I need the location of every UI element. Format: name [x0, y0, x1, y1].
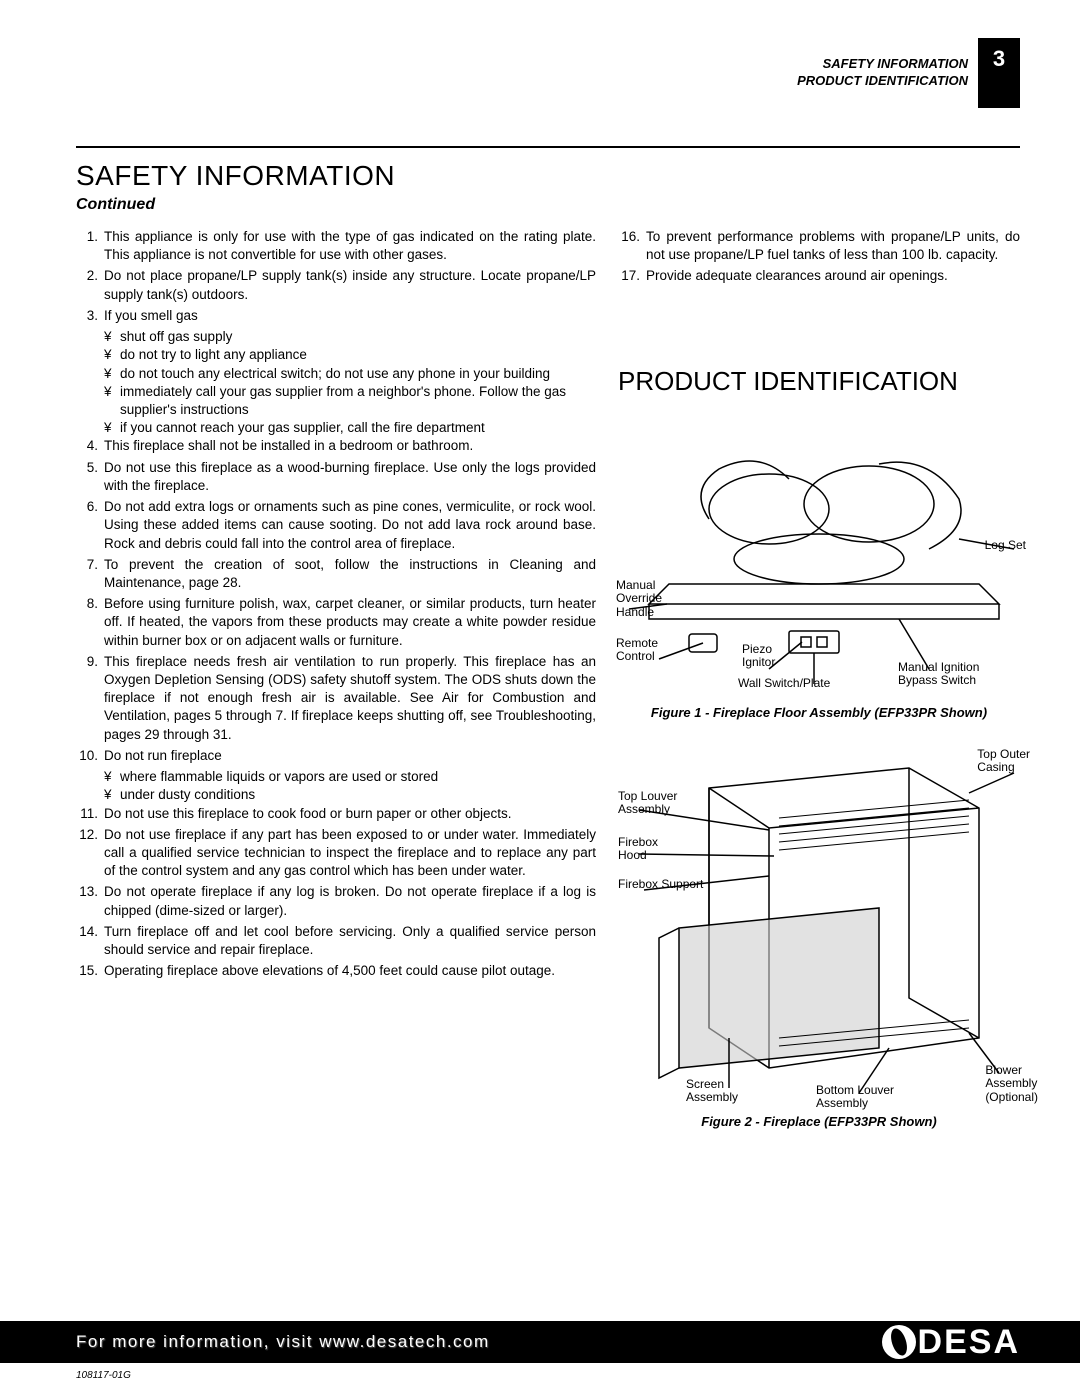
- list-item: 3.If you smell gas: [76, 307, 596, 325]
- footer: For more information, visit www.desatech…: [0, 1321, 1080, 1363]
- callout-log-set: Log Set: [985, 539, 1026, 553]
- callout-manual-override: Manual Override Handle: [616, 579, 662, 620]
- sub-bullet: ¥do not try to light any appliance: [104, 346, 596, 364]
- fireplace-floor-diagram: [619, 409, 1019, 689]
- list-item: 8.Before using furniture polish, wax, ca…: [76, 595, 596, 650]
- right-column: 16.To prevent performance problems with …: [618, 228, 1020, 1129]
- list-item: 1.This appliance is only for use with th…: [76, 228, 596, 264]
- list-item: 16.To prevent performance problems with …: [618, 228, 1020, 264]
- desa-logo-text: DESA: [918, 1323, 1020, 1362]
- sub-bullet: ¥do not touch any electrical switch; do …: [104, 365, 596, 383]
- figure-1-caption: Figure 1 - Fireplace Floor Assembly (EFP…: [618, 705, 1020, 720]
- callout-piezo: Piezo Ignitor: [742, 643, 775, 671]
- list-item: 4.This fireplace shall not be installed …: [76, 437, 596, 455]
- page-number: 3: [978, 38, 1020, 108]
- document-id: 108117-01G: [76, 1370, 131, 1381]
- list-item: 5.Do not use this fireplace as a wood-bu…: [76, 459, 596, 495]
- list-item: 6.Do not add extra logs or ornaments suc…: [76, 498, 596, 553]
- content-area: SAFETY INFORMATION Continued 1.This appl…: [76, 160, 1020, 1129]
- callout-top-casing: Top Outer Casing: [977, 748, 1030, 776]
- header: SAFETY INFORMATION PRODUCT IDENTIFICATIO…: [797, 38, 1020, 108]
- list-item: 12.Do not use fireplace if any part has …: [76, 826, 596, 881]
- list-item: 11.Do not use this fireplace to cook foo…: [76, 805, 596, 823]
- sub-bullet: ¥under dusty conditions: [104, 786, 596, 804]
- sub-bullet: ¥immediately call your gas supplier from…: [104, 383, 596, 419]
- horizontal-rule: [76, 146, 1020, 148]
- list-item: 14.Turn fireplace off and let cool befor…: [76, 923, 596, 959]
- list-item: 17.Provide adequate clearances around ai…: [618, 267, 1020, 285]
- list-item: 13.Do not operate fireplace if any log i…: [76, 883, 596, 919]
- fireplace-diagram: [619, 738, 1019, 1098]
- footer-text: For more information, visit www.desatech…: [76, 1332, 490, 1352]
- header-text: SAFETY INFORMATION PRODUCT IDENTIFICATIO…: [797, 56, 968, 90]
- list-item: 7.To prevent the creation of soot, follo…: [76, 556, 596, 592]
- section-title: SAFETY INFORMATION: [76, 160, 1020, 192]
- callout-wall-switch: Wall Switch/Plate: [738, 677, 830, 691]
- callout-firebox-hood: Firebox Hood: [618, 836, 658, 864]
- list-item: 15.Operating fireplace above elevations …: [76, 962, 596, 980]
- list-item: 2.Do not place propane/LP supply tank(s)…: [76, 267, 596, 303]
- list-item: 9.This fireplace needs fresh air ventila…: [76, 653, 596, 744]
- callout-top-louver: Top Louver Assembly: [618, 790, 677, 818]
- header-line1: SAFETY INFORMATION: [797, 56, 968, 73]
- header-line2: PRODUCT IDENTIFICATION: [797, 73, 968, 90]
- sub-bullet: ¥where flammable liquids or vapors are u…: [104, 768, 596, 786]
- callout-firebox-support: Firebox Support: [618, 878, 703, 892]
- list-item: 10.Do not run fireplace: [76, 747, 596, 765]
- figure-1: Manual Override Handle Remote Control Lo…: [618, 409, 1020, 699]
- callout-manual-bypass: Manual Ignition Bypass Switch: [898, 661, 979, 689]
- figure-2-caption: Figure 2 - Fireplace (EFP33PR Shown): [618, 1114, 1020, 1129]
- product-id-title: PRODUCT IDENTIFICATION: [618, 366, 1020, 397]
- callout-screen: Screen Assembly: [686, 1078, 738, 1106]
- callout-remote-control: Remote Control: [616, 637, 658, 665]
- sub-bullet: ¥if you cannot reach your gas supplier, …: [104, 419, 596, 437]
- desa-logo-icon: [882, 1325, 916, 1359]
- desa-logo: DESA: [882, 1323, 1020, 1362]
- callout-bottom-louver: Bottom Louver Assembly: [816, 1084, 894, 1112]
- left-column: 1.This appliance is only for use with th…: [76, 228, 596, 1129]
- sub-bullet: ¥shut off gas supply: [104, 328, 596, 346]
- two-column-layout: 1.This appliance is only for use with th…: [76, 228, 1020, 1129]
- figure-2: Top Louver Assembly Firebox Hood Firebox…: [618, 738, 1020, 1108]
- callout-blower: Blower Assembly (Optional): [985, 1064, 1038, 1105]
- section-subtitle: Continued: [76, 196, 1020, 214]
